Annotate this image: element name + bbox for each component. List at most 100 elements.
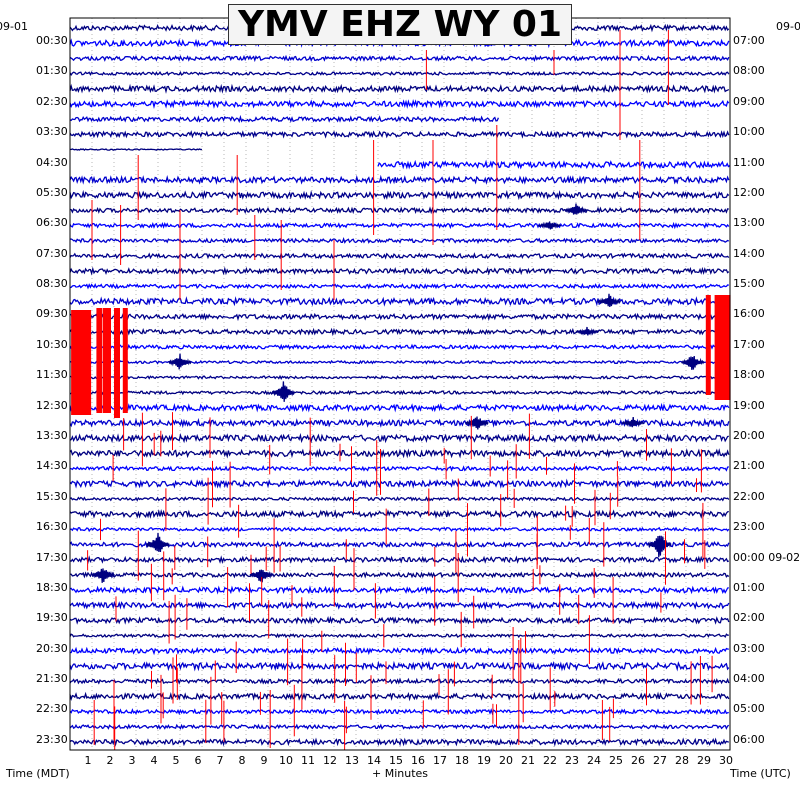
trace-line	[69, 389, 730, 396]
trace-line	[69, 312, 729, 322]
trace-line	[69, 343, 730, 351]
right-time-tick: 10:00	[733, 125, 765, 139]
trace-line	[69, 465, 730, 472]
event-burst	[647, 535, 672, 558]
trace-line	[69, 691, 730, 702]
trace-line	[69, 571, 730, 579]
x-tick-label: 23	[565, 754, 579, 767]
x-tick-label: 9	[261, 754, 268, 767]
chart-title: YMV EHZ WY 01	[228, 4, 572, 45]
left-time-tick: 11:30	[36, 368, 68, 382]
right-time-tick: 06:00	[733, 732, 765, 746]
right-time-tick: 15:00	[733, 277, 765, 291]
left-time-tick: 08:30	[36, 277, 68, 291]
trace-line	[69, 221, 730, 230]
event-burst	[465, 416, 489, 430]
left-time-tick: 19:30	[36, 611, 68, 625]
event-burst	[575, 326, 599, 336]
right-time-tick: 00:00 09-02	[733, 550, 800, 564]
left-time-tick: 17:30	[36, 550, 68, 564]
trace-line	[69, 148, 203, 151]
left-time-tick: 20:30	[36, 641, 68, 655]
event-burst	[537, 221, 562, 230]
x-tick-label: 29	[697, 754, 711, 767]
left-time-tick: 09:30	[36, 307, 68, 321]
left-time-tick: 05:30	[36, 185, 68, 199]
left-time-tick: 00:30	[36, 34, 68, 47]
right-time-tick: 17:00	[733, 337, 765, 351]
right-time-tick: 14:00	[733, 246, 765, 260]
saturated-block	[114, 308, 120, 418]
right-time-tick: 05:00	[733, 702, 765, 716]
right-time-tick: 07:00	[733, 34, 765, 47]
x-tick-label: 3	[129, 754, 136, 767]
trace-line	[69, 737, 729, 747]
trace-line	[69, 540, 730, 549]
trace-line	[69, 206, 729, 215]
saturated-block	[96, 308, 103, 413]
right-time-tick: 23:00	[733, 520, 765, 534]
trace-line	[69, 526, 730, 533]
event-group	[71, 30, 731, 750]
right-time-tick: 19:00	[733, 398, 765, 412]
trace-line	[69, 646, 729, 656]
trace-line	[69, 478, 730, 489]
x-tick-label: 15	[389, 754, 403, 767]
trace-line	[69, 70, 730, 77]
left-time-tick: 07:30	[36, 246, 68, 260]
trace-line	[69, 174, 730, 185]
left-time-tick: 10:30	[36, 337, 68, 351]
saturated-block	[103, 308, 111, 413]
left-time-tick: 18:30	[36, 580, 68, 594]
left-time-tick: 13:30	[36, 428, 68, 442]
event-burst	[597, 293, 621, 307]
trace-line	[69, 660, 730, 672]
x-tick-label: 5	[173, 754, 180, 767]
right-time-tick: 20:00	[733, 428, 765, 442]
trace-line	[69, 296, 730, 307]
event-burst	[680, 355, 705, 370]
trace-line	[69, 555, 730, 565]
x-tick-label: 17	[433, 754, 447, 767]
left-axis-label: Time (MDT)	[6, 767, 70, 780]
x-tick-label: 19	[477, 754, 491, 767]
x-axis-label: + Minutes	[372, 767, 429, 780]
x-tick-label: 21	[521, 754, 535, 767]
event-burst	[621, 417, 645, 428]
right-time-tick: 16:00	[733, 307, 765, 321]
x-tick-label: 27	[653, 754, 667, 767]
x-tick-label: 12	[323, 754, 337, 767]
trace-line	[69, 677, 730, 685]
trace-line	[69, 632, 729, 639]
x-tick-label: 7	[217, 754, 224, 767]
trace-line	[69, 114, 500, 124]
left-time-tick: 03:30	[36, 125, 68, 139]
trace-line	[69, 417, 730, 429]
trace-line	[69, 266, 730, 276]
left-time-tick: 06:30	[36, 216, 68, 230]
trace-line	[69, 496, 730, 502]
trace-line	[69, 432, 729, 444]
trace-line	[69, 83, 730, 94]
right-axis-label: Time (UTC)	[730, 767, 791, 780]
right-time-tick: 01:00	[733, 580, 765, 594]
x-tick-label: 24	[587, 754, 601, 767]
trace-line	[69, 723, 730, 730]
x-tick-label: 14	[367, 754, 381, 767]
saturated-block	[122, 308, 128, 413]
trace-line	[69, 282, 729, 290]
x-tick-label: 22	[543, 754, 557, 767]
trace-line	[69, 374, 730, 380]
right-time-tick: 02:00	[733, 611, 765, 625]
left-time-tick: 21:30	[36, 672, 68, 686]
trace-line	[69, 98, 730, 110]
trace-line	[377, 159, 730, 170]
trace-line	[69, 508, 729, 520]
x-tick-label: 11	[301, 754, 315, 767]
trace-line	[69, 237, 730, 245]
trace-line	[69, 615, 730, 625]
event-burst	[271, 381, 296, 402]
left-time-tick: 12:30	[36, 398, 68, 412]
trace-line	[69, 251, 730, 260]
